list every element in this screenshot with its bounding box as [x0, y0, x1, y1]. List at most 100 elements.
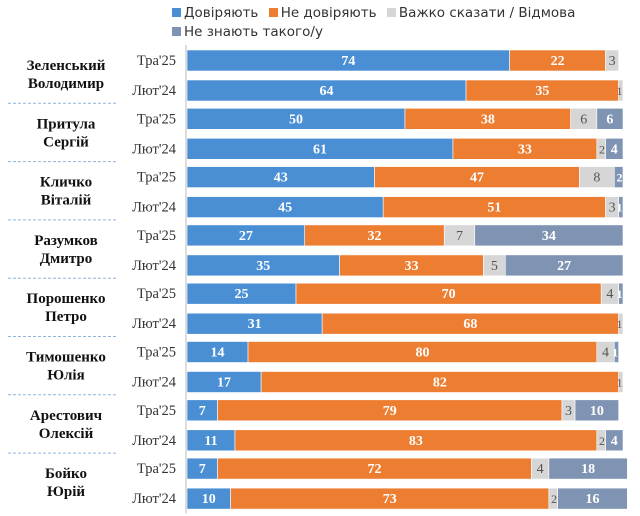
data-label: 35: [535, 84, 549, 99]
data-label: 5: [491, 259, 498, 274]
bar-segment: [618, 371, 624, 393]
period-tick-label: Тра'25: [137, 403, 176, 419]
data-label: 34: [542, 229, 556, 244]
data-label: 4: [606, 287, 613, 302]
period-tick-label: Тра'25: [137, 286, 176, 302]
bar-segment: [474, 224, 624, 247]
period-tick-label: Тра'25: [137, 170, 176, 186]
period-tick-label: Лют'24: [132, 258, 177, 274]
period-tick-label: Тра'25: [137, 345, 176, 361]
legend: Довіряють Не довіряють Важко сказати / В…: [172, 4, 638, 42]
data-label: 1: [617, 84, 623, 98]
group-label: Тимошенко: [26, 350, 106, 366]
period-tick-label: Тра'25: [137, 228, 176, 244]
period-tick-label: Лют'24: [132, 316, 177, 332]
legend-swatch: [268, 8, 278, 17]
data-label: 1: [617, 376, 623, 390]
legend-swatch: [172, 8, 181, 17]
legend-label: Не довіряють: [280, 5, 377, 21]
bar-segment: [605, 138, 624, 160]
data-label: 1: [617, 201, 623, 215]
data-label: 31: [248, 317, 262, 332]
bar-segment: [618, 196, 624, 218]
data-label: 7: [199, 404, 206, 419]
period-tick-label: Лют'24: [132, 141, 177, 157]
group-label: Порошенко: [27, 291, 106, 307]
group-label: Зеленський: [27, 58, 106, 74]
data-label: 68: [463, 317, 477, 332]
data-label: 45: [278, 201, 292, 216]
data-label: 6: [606, 112, 613, 127]
data-label: 51: [487, 201, 501, 216]
period-tick-label: Тра'25: [137, 461, 176, 477]
data-label: 74: [341, 54, 355, 69]
group-label: Разумков: [34, 233, 98, 249]
legend-item: Не довіряють: [268, 4, 377, 23]
data-label: 14: [211, 346, 225, 361]
period-tick-label: Лют'24: [132, 433, 177, 449]
data-label: 83: [409, 434, 423, 449]
data-label: 4: [611, 434, 618, 449]
data-label: 2: [551, 492, 557, 506]
group-label: Арестович: [30, 408, 103, 424]
bar-segment: [605, 429, 624, 452]
data-label: 38: [481, 112, 495, 127]
bar-segment: [596, 108, 624, 130]
data-label: 79: [383, 404, 397, 419]
group-label: Віталій: [41, 193, 92, 209]
bar-segment: [574, 399, 619, 422]
data-label: 61: [313, 142, 327, 157]
group-label: Олексій: [39, 426, 94, 442]
group-label: Дмитро: [40, 251, 93, 267]
data-label: 80: [415, 346, 429, 361]
data-label: 33: [405, 259, 419, 274]
data-label: 2: [617, 171, 623, 185]
legend-swatch: [172, 27, 181, 36]
bar-segment: [618, 312, 624, 335]
data-label: 4: [611, 142, 618, 157]
legend-label: Не знають такого/у: [184, 24, 323, 40]
data-label: 73: [383, 492, 397, 507]
bar-segment: [613, 166, 624, 188]
bar-segment: [605, 49, 619, 72]
data-label: 33: [518, 142, 532, 157]
legend-item: Важко сказати / Відмова: [386, 4, 575, 23]
legend-label: Довіряють: [184, 5, 259, 21]
data-label: 27: [557, 259, 571, 274]
period-tick-label: Лют'24: [132, 375, 177, 391]
group-label: Володимир: [28, 76, 104, 92]
data-label: 10: [202, 492, 216, 507]
legend-item: Довіряють: [172, 4, 258, 23]
data-label: 1: [612, 346, 618, 360]
data-label: 43: [274, 171, 288, 186]
period-tick-label: Лют'24: [132, 200, 177, 216]
group-label: Петро: [45, 309, 87, 325]
data-label: 82: [433, 376, 447, 391]
group-label: Сергій: [43, 134, 89, 150]
data-label: 64: [320, 84, 334, 99]
data-label: 7: [199, 462, 206, 477]
data-label: 7: [456, 229, 463, 244]
group-label: Бойко: [45, 466, 87, 482]
data-label: 2: [599, 434, 605, 448]
group-label: Юлія: [47, 368, 84, 384]
data-label: 11: [204, 434, 217, 449]
data-label: 32: [367, 229, 381, 244]
data-label: 72: [367, 462, 381, 477]
data-label: 4: [537, 462, 544, 477]
data-label: 47: [470, 171, 484, 186]
data-label: 16: [585, 492, 599, 507]
data-label: 25: [235, 287, 249, 302]
bar-segment: [557, 487, 628, 510]
period-tick-label: Лют'24: [132, 83, 177, 99]
data-label: 17: [217, 376, 231, 391]
group-label: Притула: [37, 116, 96, 132]
legend-swatch: [386, 8, 396, 17]
bar-segment: [613, 341, 619, 363]
period-tick-label: Лют'24: [132, 491, 177, 507]
bar-segment: [548, 457, 628, 480]
data-label: 6: [580, 112, 587, 127]
data-label: 1: [617, 287, 623, 301]
data-label: 22: [551, 54, 565, 69]
